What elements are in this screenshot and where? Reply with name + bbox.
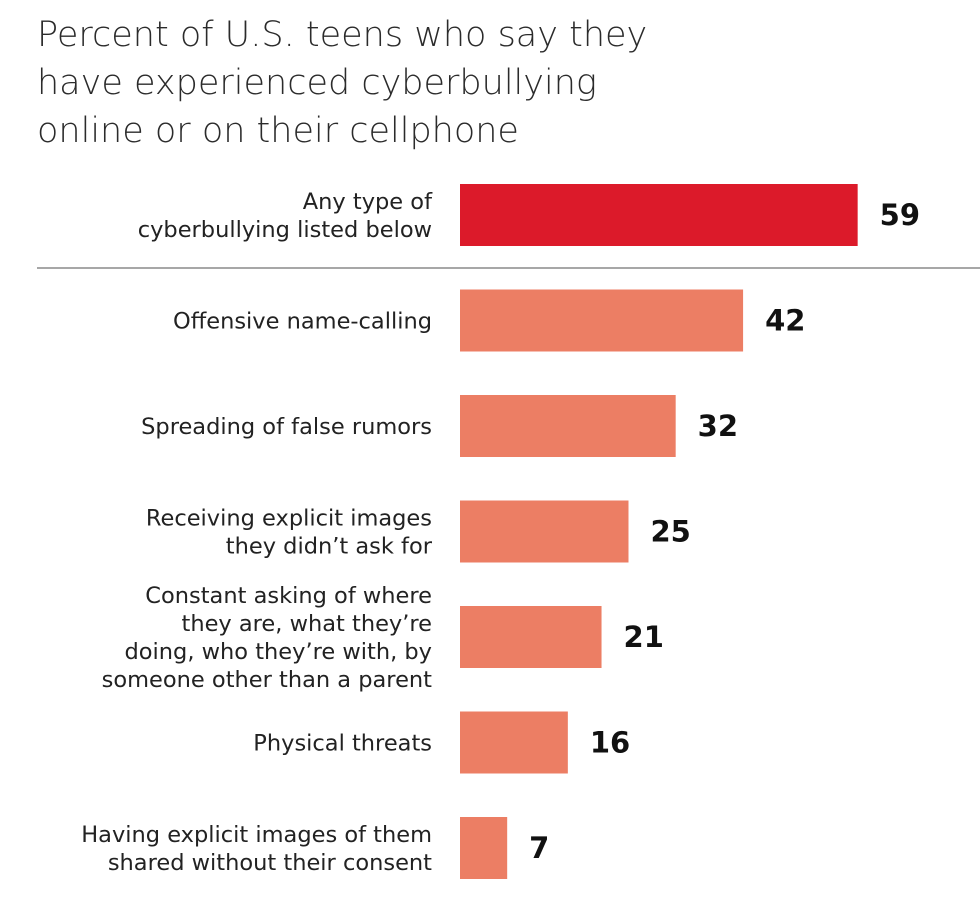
bar xyxy=(460,184,858,246)
category-label: Any type of cyberbullying listed below xyxy=(138,189,433,243)
category-label: Receiving explicit images they didn’t ask… xyxy=(146,506,433,560)
value-label: 25 xyxy=(651,515,691,549)
category-label: Offensive name-calling xyxy=(173,309,432,335)
category-label-line: shared without their consent xyxy=(108,850,432,876)
title-line: Percent of U.S. teens who say they xyxy=(37,15,647,55)
category-label-line: Receiving explicit images xyxy=(146,506,432,532)
category-label-line: Offensive name-calling xyxy=(173,309,432,335)
value-label: 42 xyxy=(765,304,805,338)
value-label: 7 xyxy=(529,831,549,865)
category-label-line: Spreading of false rumors xyxy=(141,414,432,440)
category-labels: Any type of cyberbullying listed below Off… xyxy=(81,189,433,876)
category-label-line: cyberbullying listed below xyxy=(138,217,432,243)
title-line: online or on their cellphone xyxy=(37,111,519,151)
category-label-line: Any type of xyxy=(303,189,433,215)
category-label: Spreading of false rumors xyxy=(141,414,432,440)
category-label: Having explicit images of them shared wit… xyxy=(81,822,432,876)
bar xyxy=(460,500,629,563)
bars-group xyxy=(460,184,858,879)
category-label-line: Having explicit images of them xyxy=(81,822,432,848)
value-label: 32 xyxy=(698,409,738,443)
category-label-line: doing, who they’re with, by xyxy=(124,639,432,665)
category-label-line: they didn’t ask for xyxy=(226,534,433,560)
value-label: 21 xyxy=(624,620,664,654)
category-label-line: they are, what they’re xyxy=(182,611,433,637)
value-labels: 59 42 32 25 21 16 7 xyxy=(529,198,920,865)
bar xyxy=(460,606,602,668)
chart-title: Percent of U.S. teens who say they have e… xyxy=(37,15,647,151)
category-label: Physical threats xyxy=(253,731,432,757)
bar xyxy=(460,817,508,879)
category-label-line: Physical threats xyxy=(253,731,432,757)
bar xyxy=(460,289,744,352)
bar xyxy=(460,395,676,457)
value-label: 59 xyxy=(880,198,920,232)
value-label: 16 xyxy=(590,726,630,760)
category-label-line: Constant asking of where xyxy=(145,583,432,609)
category-label: Constant asking of where they are, what t… xyxy=(102,583,433,693)
title-line: have experienced cyberbullying xyxy=(37,63,597,103)
category-label-line: someone other than a parent xyxy=(102,667,433,693)
bar xyxy=(460,711,568,774)
